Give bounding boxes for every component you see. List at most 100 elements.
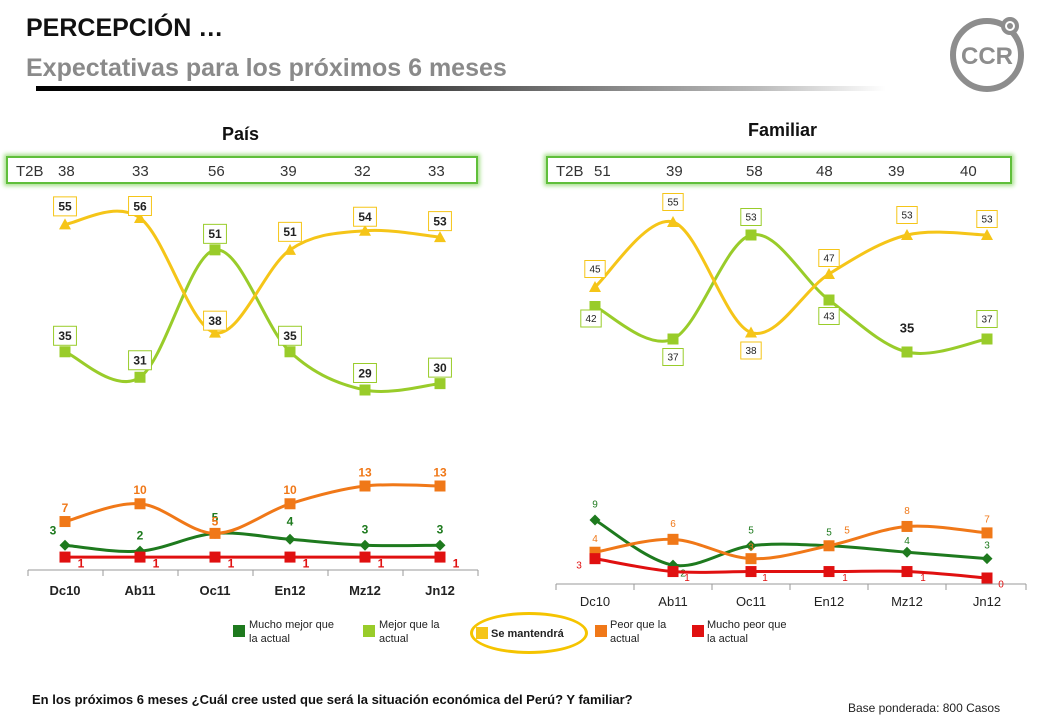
t2b-value: 48 — [816, 163, 833, 180]
page-subtitle: Expectativas para los próximos 6 meses — [26, 54, 507, 82]
data-point-se-mantendra — [359, 224, 371, 236]
t2b-value: 39 — [666, 163, 683, 180]
data-point-mucho-peor — [981, 572, 993, 584]
x-tick-label: En12 — [274, 583, 305, 598]
data-label: 45 — [589, 265, 601, 276]
data-label: 37 — [981, 315, 993, 326]
x-tick-label: Oc11 — [199, 583, 230, 598]
data-point-peor — [434, 480, 446, 492]
data-label: 0 — [998, 580, 1004, 591]
t2b-value: 56 — [208, 163, 225, 180]
data-point-mejor — [981, 333, 993, 345]
data-label: 35 — [58, 329, 72, 343]
x-tick-label: En12 — [814, 594, 844, 609]
data-point-mucho-peor — [134, 551, 146, 563]
data-point-mejor — [134, 371, 146, 383]
t2b-value: 58 — [746, 163, 763, 180]
data-point-peor — [134, 498, 146, 510]
legend-label-peor: Peor que la actual — [610, 619, 667, 645]
data-label: 47 — [823, 254, 835, 265]
x-tick-label: Ab11 — [658, 594, 687, 609]
data-label: 3 — [748, 542, 754, 553]
logo-text: CCR — [961, 43, 1013, 70]
data-label-box — [428, 211, 452, 232]
t2b-value: 32 — [354, 163, 371, 180]
data-label: 1 — [453, 556, 460, 570]
data-label: 2 — [680, 569, 686, 580]
data-label: 10 — [283, 483, 297, 497]
data-point-mucho-mejor — [589, 514, 601, 526]
data-point-mucho-peor — [284, 551, 296, 563]
data-label-box — [353, 206, 377, 227]
data-label: 4 — [287, 515, 294, 529]
data-point-peor — [745, 553, 757, 565]
data-point-mejor — [284, 346, 296, 358]
data-point-se-mantendra — [589, 281, 601, 292]
series-line-se-mantendra-familiar — [593, 220, 988, 335]
data-point-mucho-mejor — [359, 539, 371, 551]
data-point-mejor — [589, 301, 601, 312]
data-label: 7 — [62, 501, 69, 515]
data-point-mejor — [667, 333, 679, 345]
x-tick-label: Dc10 — [49, 583, 80, 598]
legend-label-se-mantendra: Se mantendrá — [491, 628, 564, 640]
data-point-se-mantendra — [284, 243, 296, 255]
survey-question: En los próximos 6 meses ¿Cuál cree usted… — [32, 692, 633, 707]
data-point-se-mantendra — [745, 326, 757, 338]
data-label-box — [818, 307, 840, 325]
data-label-box — [53, 196, 77, 217]
x-tick-label: Mz12 — [891, 594, 923, 609]
data-label: 5 — [212, 511, 219, 525]
data-point-peor — [359, 480, 371, 492]
data-point-mucho-peor — [434, 551, 446, 563]
series-line-se-mantendra-pais — [64, 209, 441, 335]
data-label-box — [428, 357, 452, 378]
x-tick-label: Jn12 — [973, 594, 1001, 609]
data-label-box — [896, 206, 918, 224]
data-point-mejor — [434, 378, 446, 390]
data-label: 6 — [670, 519, 676, 530]
ccr-logo: CCR — [950, 17, 1024, 92]
data-point-mucho-peor — [901, 566, 913, 578]
data-point-mucho-peor — [823, 566, 835, 578]
legend-swatch-mucho-peor — [692, 625, 704, 637]
data-point-mejor — [209, 244, 221, 256]
data-label: 5 — [748, 525, 754, 536]
data-label: 1 — [920, 573, 926, 584]
data-label-box — [818, 249, 840, 267]
data-point-se-mantendra — [134, 212, 146, 223]
data-label: 53 — [745, 213, 757, 224]
data-point-peor — [667, 533, 679, 545]
data-label: 51 — [208, 227, 222, 241]
legend-label-mucho-peor: Mucho peor que la actual — [707, 619, 787, 645]
data-label: 1 — [684, 573, 690, 584]
data-label: 54 — [358, 210, 372, 224]
data-label-box — [203, 223, 227, 244]
data-point-mucho-mejor — [981, 553, 993, 565]
highlight-oval — [470, 612, 588, 654]
data-label-box — [53, 325, 77, 346]
data-label: 38 — [208, 314, 222, 328]
data-label: 35 — [900, 321, 914, 336]
data-point-mejor — [901, 346, 913, 358]
data-point-se-mantendra — [981, 229, 993, 240]
data-label: 9 — [592, 500, 598, 511]
data-label: 29 — [358, 366, 372, 380]
data-point-peor — [59, 516, 71, 528]
data-label: 56 — [133, 199, 147, 213]
data-label: 3 — [50, 524, 57, 538]
t2b-value: 51 — [594, 163, 611, 180]
data-label-box — [203, 310, 227, 331]
legend-label-mejor: Mejor que la actual — [379, 619, 440, 645]
t2b-label: T2B — [556, 163, 584, 180]
data-label: 1 — [378, 556, 385, 570]
data-label: 1 — [153, 556, 160, 570]
t2b-value: 33 — [428, 163, 445, 180]
t2b-box-pais: T2B 38 33 56 39 32 33 — [6, 156, 478, 184]
legend-swatch-mejor — [363, 625, 375, 637]
data-point-peor — [901, 520, 913, 532]
data-label: 8 — [904, 506, 910, 517]
x-tick-label: Jn12 — [425, 583, 455, 598]
data-label: 3 — [576, 560, 582, 571]
data-label: 55 — [667, 198, 679, 209]
